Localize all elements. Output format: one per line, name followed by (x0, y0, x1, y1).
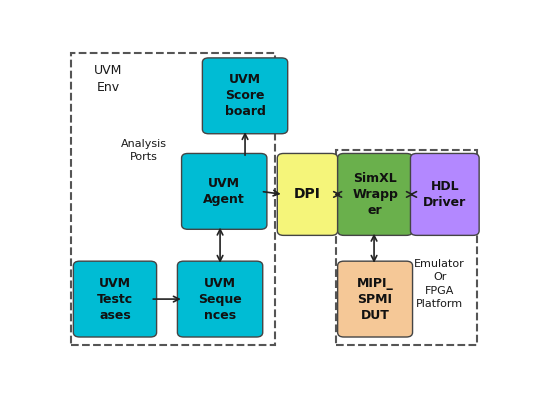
Text: UVM
Score
board: UVM Score board (224, 73, 265, 118)
FancyBboxPatch shape (338, 261, 412, 337)
FancyBboxPatch shape (410, 153, 479, 235)
Text: UVM
Testc
ases: UVM Testc ases (97, 277, 133, 322)
FancyBboxPatch shape (177, 261, 263, 337)
Text: UVM
Env: UVM Env (94, 64, 122, 94)
Text: MIPI_
SPMI
DUT: MIPI_ SPMI DUT (357, 277, 394, 322)
Text: SimXL
Wrapp
er: SimXL Wrapp er (352, 172, 398, 217)
FancyBboxPatch shape (182, 154, 267, 229)
Text: UVM
Agent: UVM Agent (204, 177, 245, 206)
FancyBboxPatch shape (74, 261, 157, 337)
Text: Emulator
Or
FPGA
Platform: Emulator Or FPGA Platform (414, 259, 465, 309)
Text: DPI: DPI (294, 188, 321, 201)
FancyBboxPatch shape (202, 58, 288, 134)
Text: UVM
Seque
nces: UVM Seque nces (198, 277, 242, 322)
FancyBboxPatch shape (277, 153, 338, 235)
Text: HDL
Driver: HDL Driver (423, 180, 467, 209)
Text: Analysis
Ports: Analysis Ports (121, 139, 167, 162)
FancyBboxPatch shape (338, 153, 412, 235)
